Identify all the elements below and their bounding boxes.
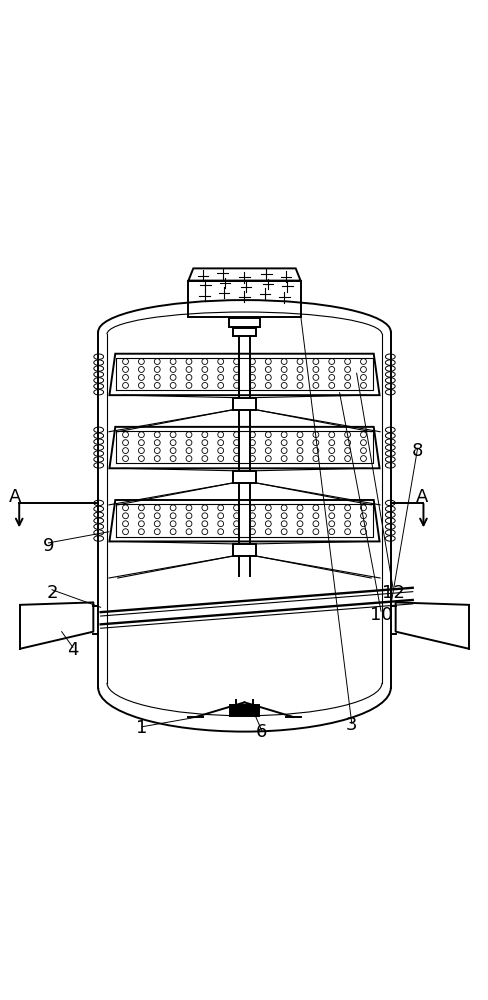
Text: 1: 1 — [136, 719, 147, 737]
Text: 6: 6 — [255, 723, 267, 741]
Text: 9: 9 — [42, 537, 54, 555]
Text: 12: 12 — [381, 584, 404, 602]
Bar — [229, 705, 259, 716]
Text: A: A — [9, 488, 21, 506]
Text: 3: 3 — [346, 716, 357, 734]
Text: 4: 4 — [67, 641, 79, 659]
Text: A: A — [415, 488, 428, 506]
Text: 2: 2 — [46, 584, 58, 602]
Text: 8: 8 — [411, 442, 423, 460]
Text: 10: 10 — [369, 606, 391, 624]
